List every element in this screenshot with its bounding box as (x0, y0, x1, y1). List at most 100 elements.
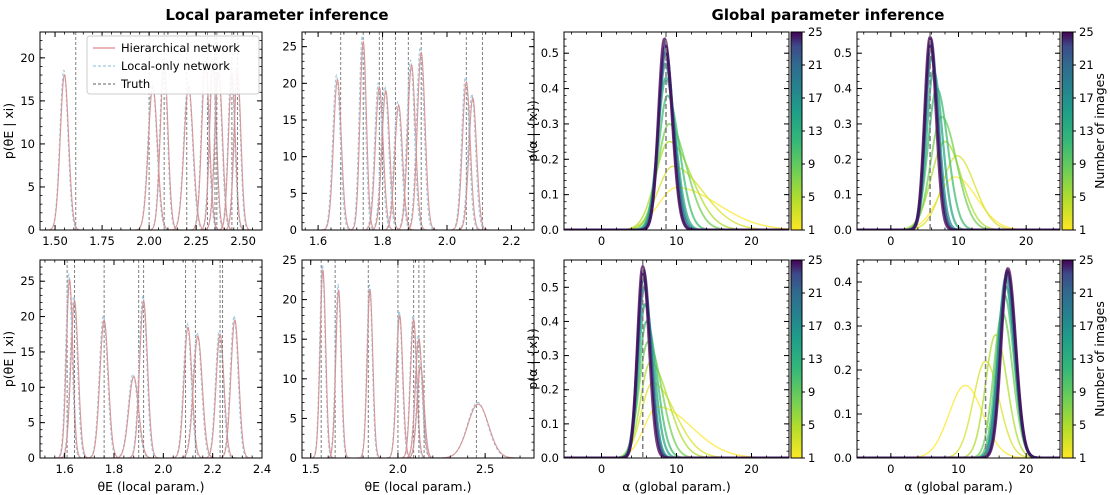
y-axis-label: p(α | {x}) (525, 328, 540, 389)
local-only-curve (40, 322, 262, 458)
posterior-curve (857, 140, 1060, 230)
colorbar-tick-label: 25 (808, 253, 823, 267)
posterior-curve (857, 360, 1060, 458)
posterior-curve (564, 275, 789, 458)
x-tick-label: 2.5 (476, 462, 494, 476)
x-tick-label: 10 (669, 234, 684, 248)
colorbar-tick-label: 1 (808, 223, 815, 237)
colorbar-top-right: 1 5 9 13 17 21 25 Number of images (1061, 25, 1107, 237)
x-tick-label: 2.25 (183, 234, 209, 248)
y-tick-label: 0.3 (834, 117, 852, 131)
plot-area (857, 32, 1060, 230)
x-tick-label: 2.0 (154, 462, 172, 476)
x-tick-label: 1.6 (56, 462, 74, 476)
hierarchical-curve (40, 333, 262, 458)
x-tick-label: 10 (669, 462, 684, 476)
y-tick-label: 0.1 (834, 188, 852, 202)
local-only-curve (40, 272, 262, 458)
plot-area (302, 260, 534, 458)
colorbar-tick-label: 17 (808, 91, 823, 105)
colorbar-tick-label: 13 (1079, 352, 1094, 366)
hierarchical-curve (40, 300, 262, 458)
posterior-curve (857, 55, 1060, 230)
posterior-curve (857, 269, 1060, 458)
posterior-curve (857, 34, 1060, 230)
y-tick-label: 0.1 (541, 417, 559, 431)
colorbar-bottom-left: 1 5 9 13 17 21 25 (790, 253, 823, 465)
global-top-left-panel: 0 10 20 0.0 0.1 0.2 0.3 0.4 0.5 p(α | {x}) (525, 31, 790, 248)
y-tick-label: 0.4 (541, 82, 559, 96)
plot-area (857, 260, 1060, 458)
colorbar-tick-label: 9 (808, 385, 815, 399)
posterior-curve (857, 44, 1060, 230)
colorbar-gradient (1061, 259, 1074, 459)
plot-area (564, 260, 789, 458)
hierarchical-curve (40, 299, 262, 458)
y-tick-label: 10 (20, 380, 35, 394)
hierarchical-curve (40, 85, 262, 230)
posterior-curve (857, 333, 1060, 458)
y-tick-label: 20 (282, 293, 297, 307)
legend-label-hier: Hierarchical network (121, 41, 240, 55)
y-tick-label: 5 (28, 416, 35, 430)
y-tick-label: 0 (290, 223, 297, 237)
y-tick-label: 5 (290, 411, 297, 425)
global-top-right-panel: 0 10 20 0.0 0.1 0.2 0.3 0.4 0.5 (834, 31, 1061, 248)
y-tick-label: 0.5 (541, 280, 559, 294)
colorbar-tick-label: 5 (808, 418, 815, 432)
colorbar-gradient (790, 31, 803, 231)
hierarchical-curve (302, 64, 534, 230)
y-tick-label: 0 (28, 223, 35, 237)
colorbar-tick-label: 17 (1079, 319, 1094, 333)
y-tick-label: 0.2 (834, 152, 852, 166)
y-tick-label: 20 (20, 51, 35, 65)
local-only-curve (40, 295, 262, 458)
x-tick-label: 20 (744, 234, 759, 248)
local-only-curve (302, 334, 534, 458)
y-tick-label: 5 (28, 180, 35, 194)
y-tick-label: 0.4 (834, 82, 852, 96)
x-axis-label: θE (local param.) (98, 479, 205, 494)
colorbar-tick-label: 9 (1079, 385, 1086, 399)
posterior-curve (857, 384, 1060, 458)
hierarchical-curve (40, 74, 262, 230)
local-only-curve (40, 69, 262, 230)
colorbar-tick-label: 1 (1079, 223, 1086, 237)
y-axis-label: p(θE | xi) (1, 103, 16, 159)
y-tick-label: 0 (290, 451, 297, 465)
posterior-curve (857, 115, 1060, 230)
global-section-title: Global parameter inference (712, 6, 945, 24)
local-bottom-right-panel: 1.5 2.0 2.5 0 5 10 15 20 25 θE (local param.) (282, 253, 535, 494)
posterior-curve (857, 267, 1060, 458)
posterior-curve (564, 37, 789, 230)
x-tick-label: 2.2 (502, 234, 520, 248)
y-tick-label: 0.1 (834, 407, 852, 421)
colorbar-tick-label: 17 (808, 319, 823, 333)
posterior-curve (564, 264, 789, 458)
plot-area (564, 32, 789, 230)
local-only-curve (40, 295, 262, 458)
plot-area (40, 260, 262, 458)
posterior-curve (564, 94, 789, 230)
y-tick-label: 10 (282, 150, 297, 164)
x-tick-label: 2.50 (230, 234, 256, 248)
y-tick-label: 0.4 (834, 275, 852, 289)
hierarchical-curve (40, 278, 262, 458)
axes-frame (856, 259, 1061, 459)
x-tick-label: 2.4 (253, 462, 271, 476)
axes-frame (39, 31, 263, 231)
local-only-curve (302, 363, 534, 458)
colorbar-tick-label: 13 (808, 124, 823, 138)
x-tick-label: 20 (744, 462, 759, 476)
posterior-curve (564, 361, 789, 458)
axes-frame (301, 259, 535, 459)
hierarchical-curve (302, 51, 534, 230)
hierarchical-curve (40, 73, 262, 230)
x-tick-label: 0 (887, 462, 894, 476)
colorbar-tick-label: 21 (808, 58, 823, 72)
y-tick-label: 10 (282, 372, 297, 386)
posterior-curve (564, 186, 789, 230)
y-tick-label: 0.0 (834, 451, 852, 465)
x-tick-label: 2.0 (389, 462, 407, 476)
colorbar-label: Number of images (1092, 301, 1107, 417)
